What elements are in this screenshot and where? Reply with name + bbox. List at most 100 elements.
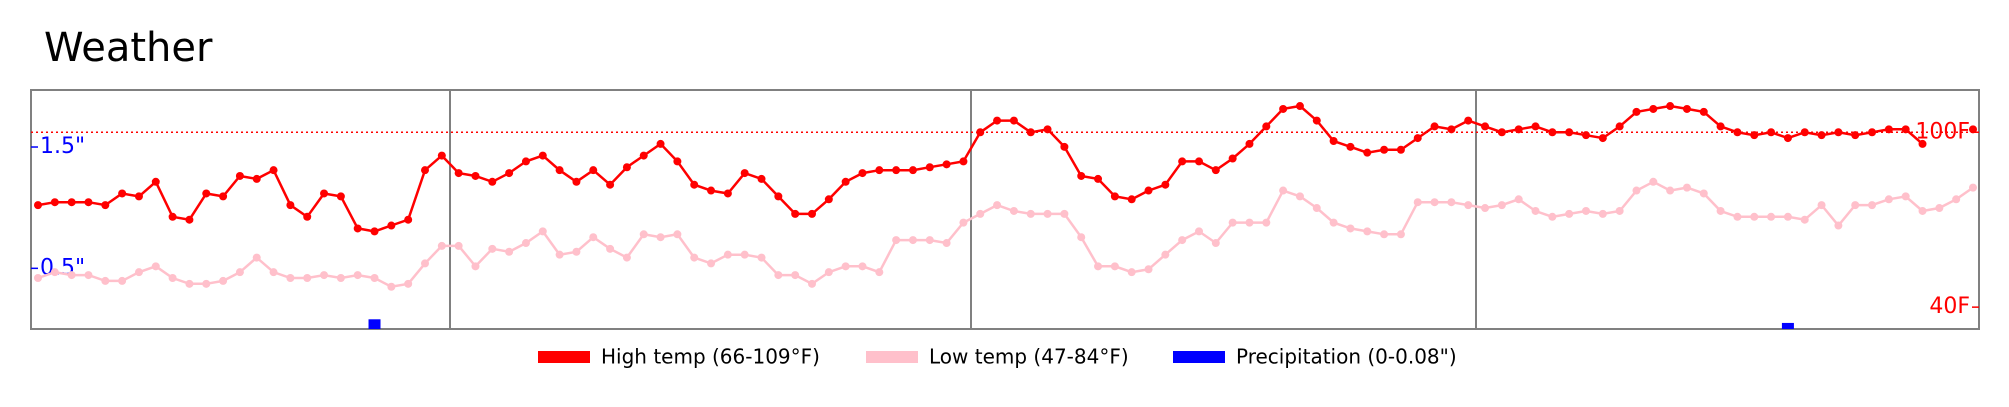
- point: [370, 227, 379, 236]
- point: [1514, 195, 1523, 204]
- point: [841, 262, 850, 271]
- point: [269, 166, 278, 175]
- point: [1868, 128, 1877, 137]
- point: [1228, 154, 1237, 163]
- point: [690, 180, 699, 189]
- point: [1430, 198, 1439, 207]
- point: [471, 262, 480, 271]
- point: [1026, 128, 1035, 137]
- point: [1144, 265, 1153, 274]
- point: [185, 279, 194, 288]
- point: [134, 192, 143, 201]
- point: [1851, 201, 1860, 210]
- point: [555, 250, 564, 259]
- point: [1363, 227, 1372, 236]
- point: [1649, 104, 1658, 113]
- point: [740, 169, 749, 178]
- point: [1851, 131, 1860, 140]
- point: [118, 189, 127, 198]
- point: [387, 221, 396, 230]
- point: [353, 271, 362, 280]
- point: [1497, 201, 1506, 210]
- point: [505, 247, 514, 256]
- line: [37, 180, 1974, 289]
- point: [639, 151, 648, 160]
- point: [1161, 250, 1170, 259]
- point: [1767, 212, 1776, 221]
- point: [1632, 107, 1641, 116]
- point: [101, 276, 110, 285]
- point: [303, 212, 312, 221]
- point: [858, 262, 867, 271]
- point: [1699, 189, 1708, 198]
- legend-swatch: [866, 351, 918, 363]
- point: [1952, 195, 1961, 204]
- point: [1682, 183, 1691, 192]
- point: [942, 239, 951, 248]
- point: [488, 177, 497, 186]
- point: [774, 271, 783, 280]
- point: [1464, 201, 1473, 210]
- point: [488, 244, 497, 253]
- point: [1918, 139, 1927, 148]
- point: [50, 198, 59, 207]
- point: [1262, 218, 1271, 227]
- point: [993, 201, 1002, 210]
- point: [976, 128, 985, 137]
- point: [1077, 171, 1086, 180]
- point: [1094, 174, 1103, 183]
- point: [1245, 139, 1254, 148]
- legend-label: High temp (66-109°F): [601, 345, 820, 369]
- point: [1582, 131, 1590, 140]
- point: [1312, 204, 1321, 213]
- point: [1817, 201, 1826, 210]
- point: [1969, 125, 1977, 134]
- point: [656, 233, 665, 242]
- point: [1834, 221, 1843, 230]
- point: [521, 157, 530, 166]
- point: [1615, 122, 1624, 131]
- point: [1110, 192, 1119, 201]
- point: [235, 171, 244, 180]
- point: [1262, 122, 1271, 131]
- point: [1682, 104, 1691, 113]
- point: [1918, 206, 1927, 215]
- point: [84, 198, 93, 207]
- point: [774, 192, 783, 201]
- point: [1615, 206, 1624, 215]
- point: [1380, 145, 1389, 154]
- point: [555, 166, 564, 175]
- point: [1026, 209, 1035, 218]
- point: [1396, 230, 1405, 239]
- point: [404, 215, 413, 224]
- point: [656, 139, 665, 148]
- point: [892, 236, 901, 245]
- point: [1144, 186, 1153, 195]
- point: [925, 236, 934, 245]
- point: [1834, 128, 1843, 137]
- point: [942, 160, 951, 169]
- point: [1329, 137, 1338, 146]
- point: [421, 166, 429, 175]
- point: [1548, 212, 1557, 221]
- point: [606, 244, 615, 253]
- point: [1548, 128, 1557, 137]
- point: [286, 273, 295, 282]
- point: [1295, 102, 1304, 111]
- point: [757, 253, 766, 262]
- point: [1884, 125, 1893, 134]
- point: [134, 268, 143, 277]
- point: [1329, 218, 1338, 227]
- point: [959, 218, 968, 227]
- point: [34, 201, 42, 210]
- legend-label: Low temp (47-84°F): [929, 345, 1129, 369]
- point: [1649, 177, 1658, 186]
- point: [908, 166, 917, 175]
- point: [959, 157, 968, 166]
- point: [1901, 125, 1910, 134]
- point: [572, 247, 581, 256]
- point: [976, 209, 985, 218]
- y-tick-label: 40F: [1929, 294, 1970, 319]
- point: [1413, 134, 1422, 143]
- y2-tick-label: 0.5": [40, 255, 85, 280]
